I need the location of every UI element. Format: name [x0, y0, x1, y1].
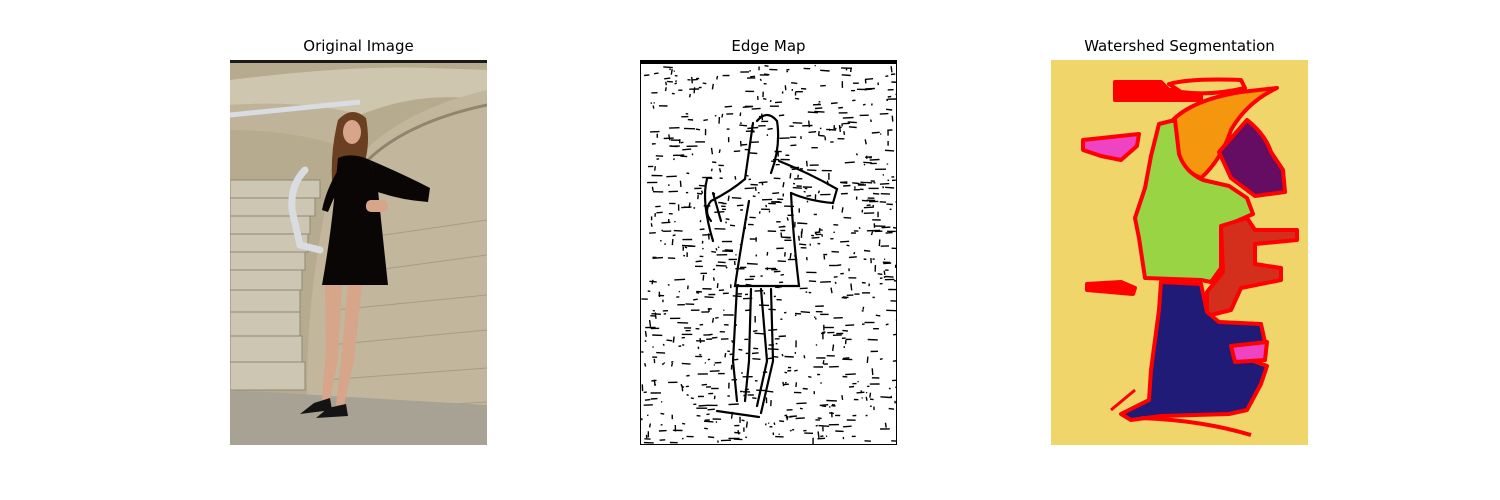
original-image-panel: Original Image [230, 0, 487, 500]
watershed-title: Watershed Segmentation [1084, 37, 1275, 55]
edge-map-image [640, 60, 897, 445]
watershed-panel: Watershed Segmentation [1051, 0, 1308, 500]
original-image-title: Original Image [303, 37, 414, 55]
original-image [230, 60, 487, 445]
watershed-image [1051, 60, 1308, 445]
edge-map-panel: Edge Map [640, 0, 897, 500]
edge-map-title: Edge Map [731, 37, 806, 55]
